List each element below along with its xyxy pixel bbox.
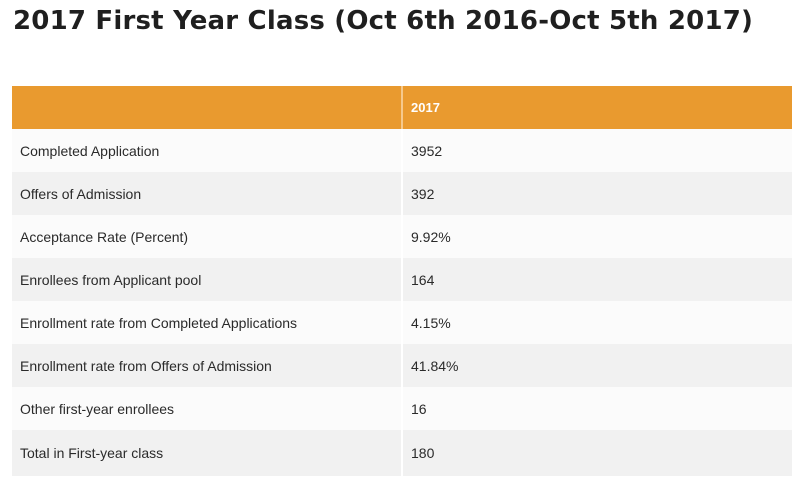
row-value: 9.92% bbox=[402, 215, 792, 258]
table-row: Offers of Admission 392 bbox=[12, 172, 792, 215]
row-value: 180 bbox=[402, 430, 792, 476]
row-value: 16 bbox=[402, 387, 792, 430]
row-value: 392 bbox=[402, 172, 792, 215]
row-value: 41.84% bbox=[402, 344, 792, 387]
row-value: 3952 bbox=[402, 129, 792, 172]
row-label: Enrollees from Applicant pool bbox=[12, 258, 403, 301]
table-row: Enrollment rate from Completed Applicati… bbox=[12, 301, 792, 344]
row-value: 164 bbox=[402, 258, 792, 301]
row-label: Enrollment rate from Completed Applicati… bbox=[12, 301, 403, 344]
row-value: 4.15% bbox=[402, 301, 792, 344]
row-label: Total in First-year class bbox=[12, 430, 403, 476]
page-title: 2017 First Year Class (Oct 6th 2016-Oct … bbox=[13, 6, 754, 36]
table-row: Completed Application 3952 bbox=[12, 129, 792, 172]
row-label: Acceptance Rate (Percent) bbox=[12, 215, 403, 258]
table-row: Enrollees from Applicant pool 164 bbox=[12, 258, 792, 301]
row-label: Offers of Admission bbox=[12, 172, 403, 215]
row-label: Enrollment rate from Offers of Admission bbox=[12, 344, 403, 387]
row-label: Other first-year enrollees bbox=[12, 387, 403, 430]
table-row: Total in First-year class 180 bbox=[12, 430, 792, 476]
column-header-metric bbox=[12, 86, 403, 129]
column-header-year: 2017 bbox=[402, 86, 792, 129]
admissions-table: 2017 Completed Application 3952 Offers o… bbox=[12, 86, 792, 476]
table-row: Acceptance Rate (Percent) 9.92% bbox=[12, 215, 792, 258]
row-label: Completed Application bbox=[12, 129, 403, 172]
table-row: Other first-year enrollees 16 bbox=[12, 387, 792, 430]
table-row: Enrollment rate from Offers of Admission… bbox=[12, 344, 792, 387]
table-header-row: 2017 bbox=[12, 86, 792, 129]
